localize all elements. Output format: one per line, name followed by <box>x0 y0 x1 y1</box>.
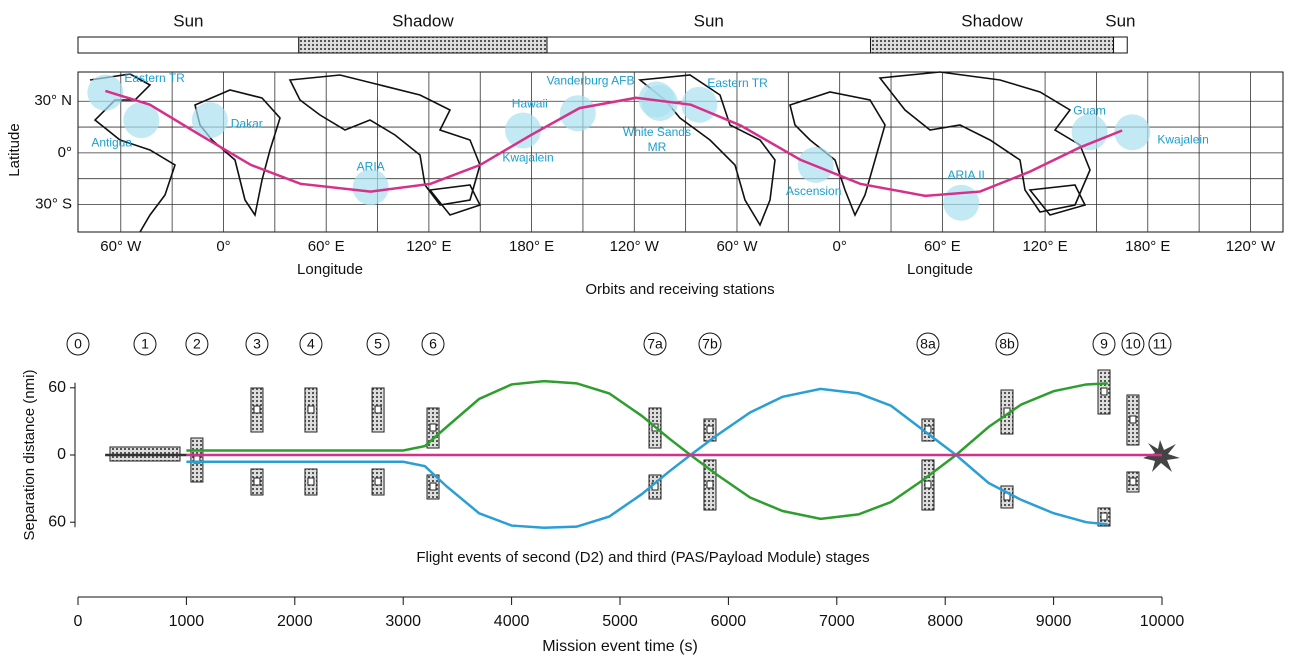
figure: Sun Shadow Sun Shadow Sun Eastern TR Antigua Da… <box>0 0 1298 660</box>
station-coverage <box>353 169 389 205</box>
illumination-label: Sun <box>694 11 724 30</box>
separation-curve <box>186 389 1107 528</box>
spacecraft-window <box>430 483 436 490</box>
y-tick-label: 60 <box>48 379 66 396</box>
event-label: 7a <box>647 336 663 352</box>
illumination-segment <box>1114 37 1128 53</box>
station-coverage <box>505 112 541 148</box>
spacecraft-window <box>375 478 381 485</box>
station-label: MR <box>648 140 667 154</box>
spacecraft-window <box>1101 388 1107 395</box>
x-tick-label: 2000 <box>277 613 313 630</box>
x-tick-label: 120° W <box>610 238 660 255</box>
x-tick-label: 9000 <box>1036 613 1072 630</box>
event-label: 5 <box>374 336 382 352</box>
illumination-label: Sun <box>173 11 203 30</box>
spacecraft-window <box>1130 416 1136 423</box>
map-frame <box>78 72 1283 232</box>
station-label: White Sands <box>623 125 691 139</box>
station-coverage <box>943 185 979 221</box>
event-label: 8b <box>999 336 1015 352</box>
station-label: ARIA <box>357 159 385 173</box>
event-label: 7b <box>702 336 718 352</box>
x-axis-label: Longitude <box>297 261 363 278</box>
x-tick-label: 120° E <box>406 238 451 255</box>
event-label: 0 <box>74 336 82 352</box>
x-tick-label: 6000 <box>711 613 747 630</box>
x-tick-label: 4000 <box>494 613 530 630</box>
x-tick-label: 60° W <box>716 238 758 255</box>
illumination-segment <box>78 37 299 53</box>
spacecraft-window <box>1130 478 1136 485</box>
spacecraft-window <box>1101 513 1107 520</box>
x-tick-label: 1000 <box>169 613 205 630</box>
spacecraft-window <box>308 478 314 485</box>
illumination-label: Shadow <box>961 11 1023 30</box>
x-tick-label: 0 <box>74 613 83 630</box>
event-label: 3 <box>253 336 261 352</box>
illumination-segment <box>299 37 547 53</box>
y-tick-label: 30° S <box>35 195 72 212</box>
x-tick-label: 8000 <box>927 613 963 630</box>
event-label: 11 <box>1153 336 1168 352</box>
chart-title: Flight events of second (D2) and third (… <box>416 549 869 566</box>
x-tick-label: 120° W <box>1226 238 1276 255</box>
event-label: 9 <box>1100 336 1108 352</box>
station-coverage <box>87 75 123 111</box>
spacecraft-window <box>254 478 260 485</box>
spacecraft-window <box>254 406 260 413</box>
event-label: 6 <box>429 336 437 352</box>
station-label: Guam <box>1073 103 1106 117</box>
station-label: Antigua <box>91 135 132 149</box>
x-tick-label: 180° E <box>1125 238 1170 255</box>
illumination-segment <box>547 37 871 53</box>
y-tick-label: 0 <box>57 446 66 463</box>
x-tick-label: 7000 <box>819 613 855 630</box>
station-label: Vanderburg AFB <box>547 74 635 88</box>
y-tick-label: 60 <box>48 513 66 530</box>
station-coverage <box>560 95 596 131</box>
y-tick-label: 0° <box>58 144 72 161</box>
x-tick-label: 10000 <box>1140 613 1185 630</box>
x-axis-label: Longitude <box>907 261 973 278</box>
x-tick-label: 3000 <box>385 613 421 630</box>
station-label: ARIA II <box>948 168 985 182</box>
event-label: 10 <box>1125 336 1141 352</box>
spacecraft-window <box>308 406 314 413</box>
station-label: Eastern TR <box>124 71 185 85</box>
x-tick-label: 60° W <box>100 238 142 255</box>
station-label: Ascension <box>786 184 841 198</box>
event-label: 8a <box>920 336 936 352</box>
station-label: Eastern TR <box>707 76 768 90</box>
station-label: Dakar <box>231 116 263 130</box>
spacecraft-window <box>430 424 436 431</box>
y-axis-label: Latitude <box>6 123 23 176</box>
spacecraft-window <box>375 406 381 413</box>
event-label: 4 <box>307 336 315 352</box>
x-tick-label: 60° E <box>308 238 345 255</box>
spacecraft-window <box>925 481 931 488</box>
chart-title: Orbits and receiving stations <box>585 281 774 298</box>
illumination-label: Shadow <box>392 11 454 30</box>
x-tick-label: 5000 <box>602 613 638 630</box>
station-label: Kwajalein <box>502 151 553 165</box>
x-tick-label: 180° E <box>509 238 554 255</box>
x-tick-label: 0° <box>216 238 230 255</box>
illumination-label: Sun <box>1105 11 1135 30</box>
station-label: Kwajalein <box>1157 132 1208 146</box>
x-tick-label: 60° E <box>924 238 961 255</box>
x-axis-label: Mission event time (s) <box>542 638 698 655</box>
illumination-segment <box>870 37 1113 53</box>
x-tick-label: 120° E <box>1022 238 1067 255</box>
separation-curve <box>186 381 1107 519</box>
y-axis-label: Separation distance (nmi) <box>21 370 38 541</box>
spacecraft-window <box>707 481 713 488</box>
continents <box>90 72 1090 232</box>
y-tick-label: 30° N <box>34 92 72 109</box>
event-label: 2 <box>193 336 201 352</box>
spacecraft-window <box>707 426 713 433</box>
event-label: 1 <box>141 336 149 352</box>
x-tick-label: 0° <box>833 238 847 255</box>
station-label: Hawaii <box>512 96 548 110</box>
